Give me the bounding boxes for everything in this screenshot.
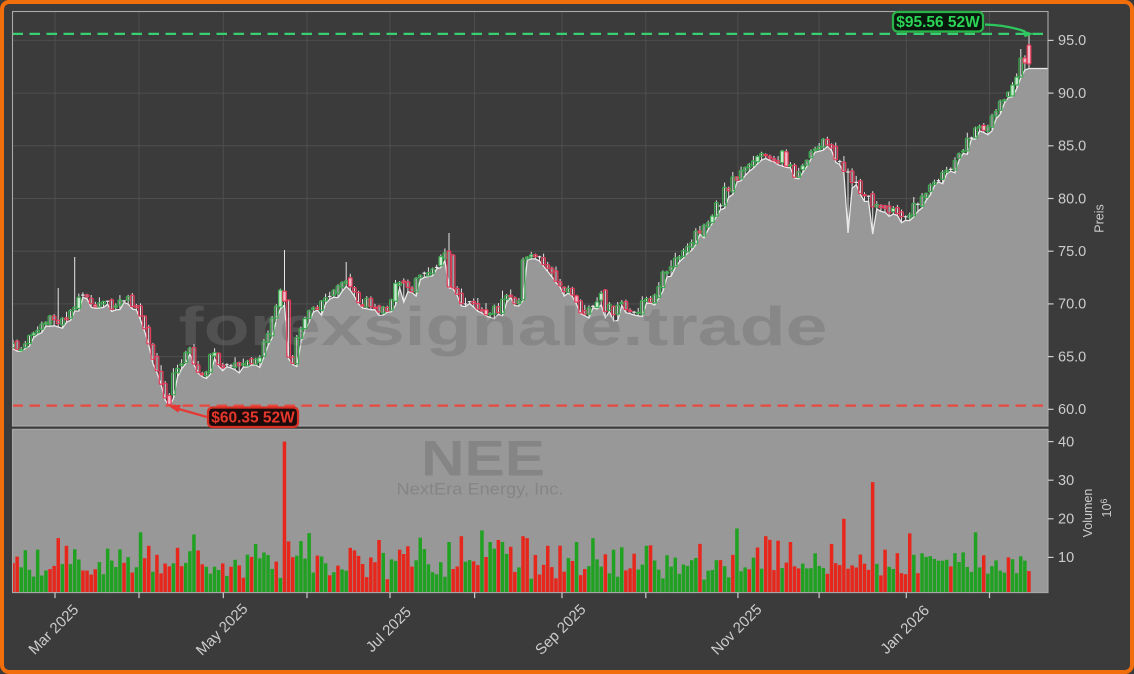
svg-text:10: 10 [1058,550,1074,566]
svg-text:$60.35 52W: $60.35 52W [211,410,295,427]
svg-text:$95.56 52W: $95.56 52W [896,14,980,31]
svg-text:90.0: 90.0 [1058,86,1086,102]
svg-text:85.0: 85.0 [1058,139,1086,155]
svg-text:20: 20 [1058,512,1074,528]
svg-text:NextEra Energy, Inc.: NextEra Energy, Inc. [397,480,564,499]
svg-text:65.0: 65.0 [1058,349,1086,365]
svg-text:Volumen: Volumen [1081,489,1095,538]
svg-text:30: 30 [1058,473,1074,489]
svg-text:95.0: 95.0 [1058,33,1086,49]
svg-text:60.0: 60.0 [1058,402,1086,418]
svg-text:70.0: 70.0 [1058,297,1086,313]
svg-text:80.0: 80.0 [1058,191,1086,207]
svg-text:75.0: 75.0 [1058,244,1086,260]
svg-text:NEE: NEE [421,431,545,487]
svg-text:Preis: Preis [1093,204,1107,232]
svg-text:40: 40 [1058,434,1074,450]
